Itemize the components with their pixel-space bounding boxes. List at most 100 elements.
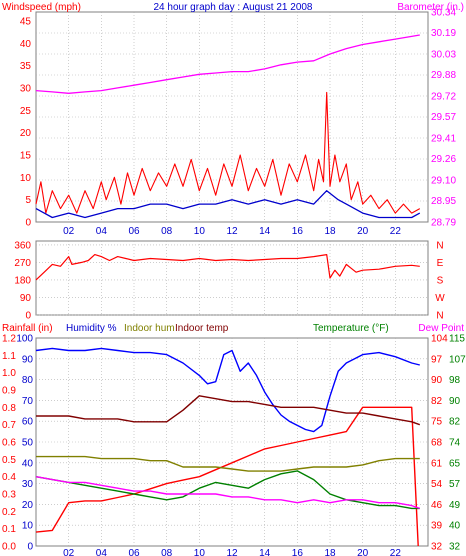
indoor_temp-line [36,395,421,426]
humidity-axis-title: Humidity % [66,323,117,334]
direction-tick-360: 360 [14,240,31,251]
temperature-tick-1: 39 [431,521,443,532]
windspeed-tick-45: 45 [20,16,32,27]
hour-tick-lower-22: 22 [390,548,402,556]
humidity-tick-9: 90 [22,354,34,365]
dewpoint-tick-0: 32 [449,542,461,553]
barometer-axis-title: Barometer (in.) [397,2,464,13]
rainfall-tick-5: 0.5 [2,455,16,466]
temperature-tick-9: 97 [431,354,443,365]
dewpoint-tick-3: 57 [449,479,461,490]
hour-tick-10: 10 [194,226,206,237]
dewpoint-tick-2: 49 [449,500,461,511]
rainfall-tick-7: 0.7 [2,420,16,431]
temperature-tick-6: 75 [431,417,443,428]
rainfall-tick-0: 0.0 [2,542,16,553]
windspeed-tick-40: 40 [20,39,32,50]
temperature-tick-0: 32 [431,542,443,553]
compass-tick-1: W [435,293,445,304]
humidity-tick-2: 20 [22,500,34,511]
temperature-tick-10: 104 [431,334,448,345]
dewpoint-tick-4: 65 [449,458,461,469]
windspeed-tick-20: 20 [20,128,32,139]
temperature-tick-5: 68 [431,438,443,449]
humidity-tick-6: 60 [22,417,34,428]
temperature-tick-3: 54 [431,479,443,490]
dewpoint-tick-5: 74 [449,438,461,449]
barometer-tick-29.26: 29.26 [431,154,456,165]
dewpoint-tick-7: 90 [449,396,461,407]
rainfall-tick-6: 0.6 [2,438,16,449]
tick-label-layer: 0 5 10 15 20 25 30 35 40 45 28.79 28.95 29.10 29.26 29… [2,8,466,556]
hour-tick-lower-12: 12 [226,548,238,556]
hour-tick-08: 08 [161,226,173,237]
hour-tick-lower-06: 06 [128,548,140,556]
temperature-tick-8: 90 [431,375,443,386]
rainfall-tick-3: 0.3 [2,490,16,501]
compass-tick-3: E [437,258,444,269]
hour-tick-18: 18 [324,226,336,237]
hour-tick-lower-08: 08 [161,548,173,556]
humidity-tick-10: 100 [16,334,33,345]
hour-tick-lower-16: 16 [292,548,304,556]
rainfall-tick-11: 1.1 [2,351,16,362]
chart-title: 24 hour graph day : August 21 2008 [153,2,312,13]
barometer-tick-30.03: 30.03 [431,50,456,61]
windspeed-tick-0: 0 [25,218,31,229]
dewpoint-tick-1: 40 [449,521,461,532]
hour-tick-lower-02: 02 [63,548,75,556]
dew-point-axis-title: Dew Point [418,323,464,334]
wind-line [35,91,421,214]
direction-tick-270: 270 [14,258,31,269]
humidity-tick-5: 50 [22,438,34,449]
hour-tick-lower-10: 10 [194,548,206,556]
barometer-tick-30.19: 30.19 [431,28,456,39]
windspeed-tick-30: 30 [20,83,32,94]
grid-layer [36,12,428,546]
hour-tick-12: 12 [226,226,238,237]
rainfall-line [35,406,419,547]
wind-direction-line [35,254,420,281]
humidity-tick-8: 80 [22,375,34,386]
barometer-tick-29.72: 29.72 [431,92,456,103]
windspeed-tick-15: 15 [20,150,32,161]
windspeed-tick-10: 10 [20,173,32,184]
hour-tick-14: 14 [259,226,271,237]
barometer-line [35,34,420,94]
temperature-line [35,470,420,510]
barometer-tick-28.79: 28.79 [431,218,456,229]
barometer-tick-29.88: 29.88 [431,70,456,81]
humidity-tick-3: 30 [22,479,34,490]
barometer-tick-28.95: 28.95 [431,196,456,207]
rainfall-tick-2: 0.2 [2,507,16,518]
hour-tick-16: 16 [292,226,304,237]
temperature-tick-7: 82 [431,396,443,407]
rainfall-tick-12: 1.2 [2,334,16,345]
dew_point-line [35,476,421,510]
rainfall-tick-8: 0.8 [2,403,16,414]
rainfall-tick-9: 0.9 [2,386,16,397]
direction-tick-0: 0 [25,311,31,322]
hour-tick-02: 02 [63,226,75,237]
windspeed-tick-5: 5 [25,195,31,206]
barometer-tick-30.34: 30.34 [431,8,456,19]
hour-tick-lower-20: 20 [357,548,369,556]
dewpoint-tick-9: 107 [449,354,466,365]
hour-tick-22: 22 [390,226,402,237]
compass-tick-2: S [437,275,444,286]
indoor-temp-label: Indoor temp [175,323,229,334]
windspeed-tick-35: 35 [20,61,32,72]
rainfall-axis-title: Rainfall (in) [2,323,53,334]
hour-tick-lower-18: 18 [324,548,336,556]
temperature-tick-4: 61 [431,458,443,469]
rainfall-tick-4: 0.4 [2,472,16,483]
hour-tick-04: 04 [96,226,108,237]
compass-tick-4: N [436,240,443,251]
direction-tick-90: 90 [20,293,32,304]
windspeed-axis-title: Windspeed (mph) [2,2,81,13]
rainfall-tick-1: 0.1 [2,524,16,535]
hour-tick-lower-04: 04 [96,548,108,556]
hour-tick-lower-14: 14 [259,548,271,556]
